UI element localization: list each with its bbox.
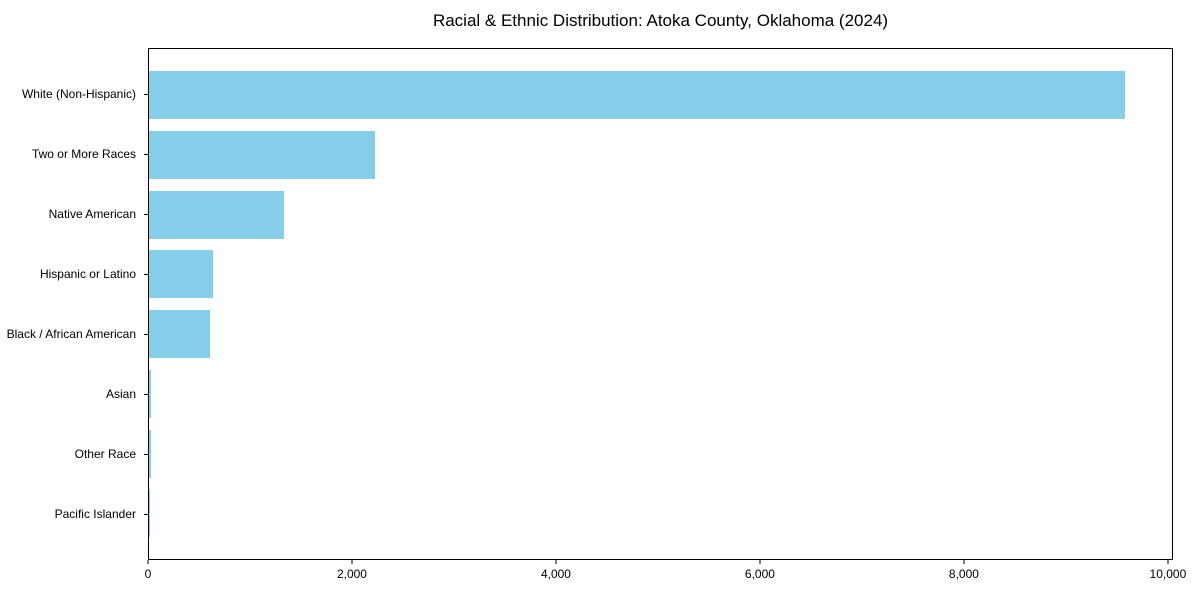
bar <box>149 130 375 179</box>
x-tick-mark <box>759 560 761 564</box>
bar <box>149 71 1126 119</box>
x-tick-label: 4,000 <box>540 567 571 581</box>
x-axis: 0 2,000 4,000 6,000 8,000 10,000 <box>144 560 1186 592</box>
y-axis-row: Asian <box>0 364 148 424</box>
bar <box>149 489 150 538</box>
y-axis-row: Hispanic or Latino <box>0 244 148 304</box>
bar <box>149 190 285 239</box>
y-tick-label: Black / African American <box>6 327 136 341</box>
y-tick-label: Hispanic or Latino <box>39 267 136 281</box>
y-tick-mark <box>144 514 148 515</box>
plot-area <box>148 48 1173 560</box>
bar-row <box>149 244 1172 304</box>
y-tick-label: Native American <box>48 207 136 221</box>
bar <box>149 250 214 299</box>
x-tick-mark <box>351 560 353 564</box>
y-tick-mark <box>144 454 148 455</box>
y-tick-mark <box>144 394 148 395</box>
bar <box>149 310 211 358</box>
y-tick-mark <box>144 274 148 275</box>
y-axis-row: Pacific Islander <box>0 484 148 544</box>
y-tick-mark <box>144 94 148 95</box>
x-tick-label: 8,000 <box>948 567 979 581</box>
x-tick-mark <box>147 560 149 564</box>
x-tick-mark <box>963 560 965 564</box>
x-tick-label: 2,000 <box>336 567 367 581</box>
chart-title: Racial & Ethnic Distribution: Atoka Coun… <box>432 11 889 30</box>
y-axis-row: Two or More Races <box>0 124 148 184</box>
bar <box>149 369 152 418</box>
y-tick-mark <box>144 214 148 215</box>
y-tick-label: Pacific Islander <box>54 507 136 521</box>
x-tick-mark <box>1167 560 1169 564</box>
x-tick-label: 6,000 <box>744 567 775 581</box>
y-axis-row: White (Non-Hispanic) <box>0 64 148 124</box>
y-tick-label: White (Non-Hispanic) <box>21 87 136 101</box>
y-axis-row: Black / African American <box>0 304 148 364</box>
x-tick-label: 0 <box>144 567 152 581</box>
y-axis-row: Native American <box>0 184 148 244</box>
x-tick-mark <box>555 560 557 564</box>
y-tick-label: Asian <box>105 387 136 401</box>
y-tick-mark <box>144 154 148 155</box>
bar <box>149 429 151 478</box>
bar-row <box>149 185 1172 245</box>
bar-row <box>149 304 1172 364</box>
y-axis-row: Other Race <box>0 424 148 484</box>
bar-row <box>149 125 1172 185</box>
y-tick-label: Other Race <box>74 447 136 461</box>
x-tick-label: 10,000 <box>1149 567 1187 581</box>
y-tick-label: Two or More Races <box>31 147 136 161</box>
y-axis-labels: White (Non-Hispanic) Two or More Races Nat… <box>0 48 148 560</box>
bar-row <box>149 65 1172 125</box>
bar-row <box>149 424 1172 484</box>
bar-row <box>149 364 1172 424</box>
bar-row <box>149 483 1172 543</box>
y-tick-mark <box>144 334 148 335</box>
